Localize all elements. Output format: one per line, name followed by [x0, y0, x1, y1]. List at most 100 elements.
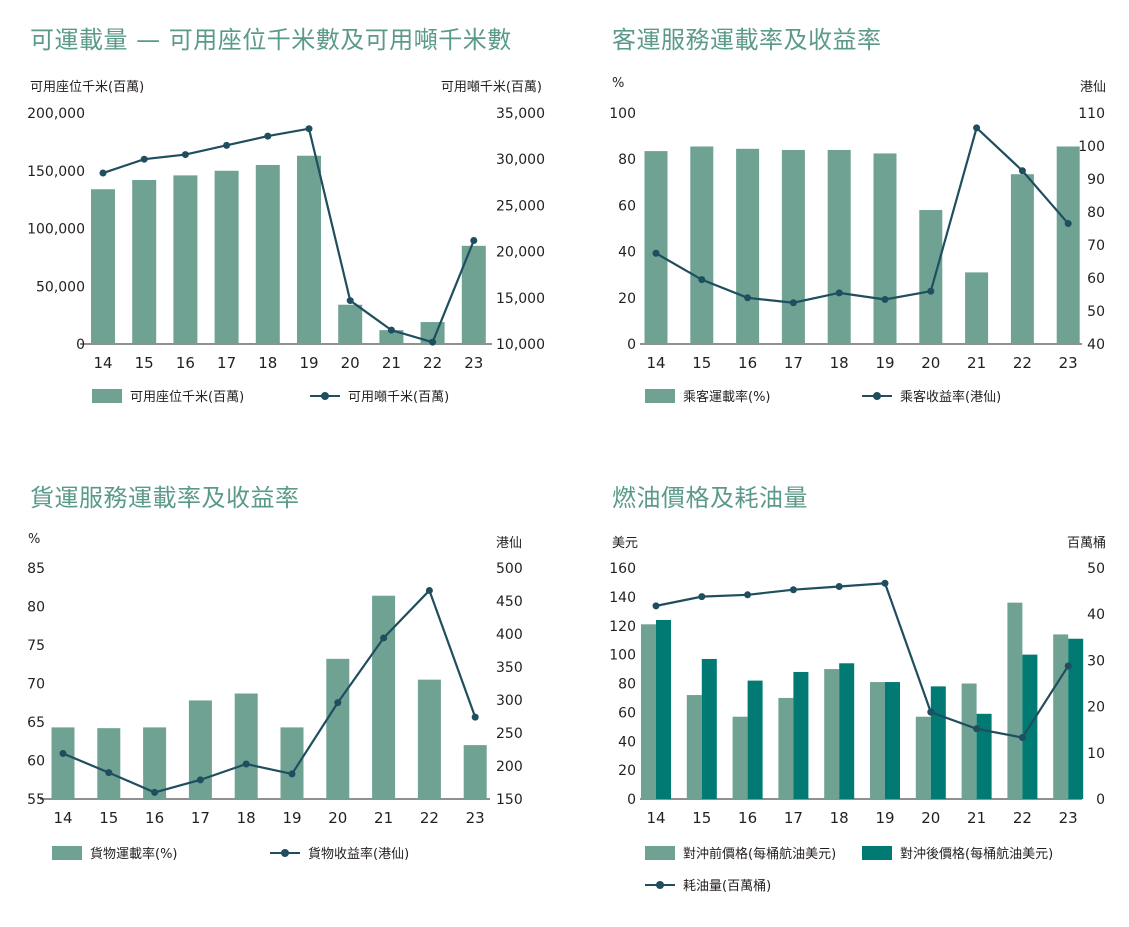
chart3-left-tick-label: 85 — [27, 561, 45, 577]
chart4-left-tick-label: 120 — [609, 619, 636, 635]
chart4-right-tick-label: 10 — [1087, 746, 1105, 762]
chart3-title: 貨運服務運載率及收益率 — [30, 484, 300, 512]
chart2-line-point — [835, 289, 843, 297]
chart2-right-tick-label: 70 — [1087, 238, 1105, 254]
chart3-left-tick-label: 60 — [27, 754, 45, 770]
chart2-right-tick-label: 100 — [1078, 139, 1105, 155]
chart2-left-tick-label: 100 — [609, 106, 636, 122]
chart1-x-tick-label: 17 — [217, 354, 236, 372]
chart2-right-tick-label: 80 — [1087, 205, 1105, 221]
chart3-bar — [417, 679, 441, 799]
chart3-x-tick-label: 14 — [53, 809, 72, 827]
chart2-x-tick-label: 15 — [692, 354, 711, 372]
legend-label: 可用座位千米(百萬) — [130, 390, 245, 405]
chart1-x-tick-label: 16 — [176, 354, 195, 372]
chart3-line — [62, 588, 477, 794]
chart4-left-tick-label: 0 — [627, 792, 636, 808]
chart4-legend-bar-posthedge: 對沖後價格(每桶航油美元) — [862, 843, 1053, 862]
chart3-line-point — [425, 586, 433, 594]
chart2-right-unit: 港仙 — [1079, 80, 1106, 95]
chart4-line-point — [652, 602, 660, 610]
chart1-left-tick-label: 50,000 — [36, 279, 85, 295]
chart1-legend-line: 可用噸千米(百萬) — [310, 386, 449, 405]
chart3-right-tick-label: 450 — [496, 594, 523, 610]
chart1-x-tick-label: 21 — [382, 354, 401, 372]
chart2-line-point — [927, 287, 935, 295]
chart2-left-tick-label: 80 — [618, 152, 636, 168]
chart3-right-tick-label: 150 — [496, 792, 523, 808]
chart3-right-unit: 港仙 — [495, 536, 522, 551]
chart2-right-tick-label: 60 — [1087, 271, 1105, 287]
chart4-x-tick-label: 17 — [784, 809, 803, 827]
chart1-line — [102, 127, 475, 344]
chart4-bar — [641, 624, 656, 799]
chart3-bar — [51, 727, 75, 799]
chart2-x-tick-label: 20 — [921, 354, 940, 372]
chart1-line-point — [223, 141, 231, 149]
chart3-legend-bar: 貨物運載率(%) — [52, 843, 178, 862]
chart3-bar — [372, 595, 396, 799]
chart4-bar — [961, 683, 977, 799]
chart3-x-tick-label: 17 — [191, 809, 210, 827]
chart1-left-tick-label: 200,000 — [27, 106, 85, 122]
chart4-x-tick-label: 14 — [646, 809, 665, 827]
chart4-x-tick-label: 22 — [1013, 809, 1032, 827]
chart4-line-point — [835, 582, 843, 590]
chart4-left-tick-label: 100 — [609, 648, 636, 664]
chart4-line-point — [927, 708, 935, 716]
chart1-x-tick-label: 22 — [423, 354, 442, 372]
chart3-line-point — [334, 699, 342, 707]
chart2-line-point — [744, 294, 752, 302]
chart2-x-tick-label: 18 — [830, 354, 849, 372]
chart3-left-tick-label: 75 — [27, 638, 45, 654]
chart4-right-unit: 百萬桶 — [1066, 536, 1106, 551]
chart2-left-unit: % — [612, 76, 625, 91]
chart3-legend-line: 貨物收益率(港仙) — [270, 843, 409, 862]
chart3-bar — [143, 727, 167, 799]
chart2-line-point — [1018, 167, 1026, 175]
chart1-right-tick-label: 25,000 — [496, 198, 545, 214]
chart4-bar — [824, 669, 840, 799]
chart4-bar — [793, 671, 809, 799]
chart4-line-point — [744, 591, 752, 599]
chart2-left-tick-label: 60 — [618, 198, 636, 214]
chart1-x-tick-label: 18 — [258, 354, 277, 372]
chart1-bar — [132, 179, 157, 344]
chart4-bar — [747, 680, 763, 799]
chart4-line — [655, 582, 1070, 739]
chart2-x-tick-label: 22 — [1013, 354, 1032, 372]
chart3-line-point — [59, 749, 67, 757]
chart1-line-point — [99, 169, 107, 177]
chart4-line-point — [789, 586, 797, 594]
legend-swatch-line — [645, 879, 675, 891]
chart2-right-tick-label: 50 — [1087, 304, 1105, 320]
chart2-bar — [919, 210, 943, 344]
chart1-right-tick-label: 35,000 — [496, 106, 545, 122]
legend-swatch-bar — [862, 845, 892, 860]
chart3-right-tick-label: 500 — [496, 561, 523, 577]
chart1-title: 可運載量 — 可用座位千米數及可用噸千米數 — [30, 26, 512, 54]
chart2-line-point — [698, 276, 706, 284]
chart3-right-tick-label: 250 — [496, 726, 523, 742]
chart4-bar — [870, 682, 885, 799]
chart1-bar — [255, 164, 280, 344]
chart2-bar — [736, 148, 760, 344]
chart3-line-point — [288, 770, 296, 778]
chart3-x-tick-label: 18 — [237, 809, 256, 827]
chart2-bar — [827, 149, 851, 344]
chart3-bar — [234, 693, 258, 799]
chart2-line-point — [1064, 220, 1072, 228]
chart2-bar — [1056, 146, 1080, 344]
chart3-x-tick-label: 21 — [374, 809, 393, 827]
chart4-x-tick-label: 18 — [830, 809, 849, 827]
chart4-right-tick-label: 40 — [1087, 607, 1105, 623]
chart4-left-tick-label: 160 — [609, 561, 636, 577]
chart3-left-tick-label: 55 — [27, 792, 45, 808]
chart1-right-tick-label: 10,000 — [496, 337, 545, 353]
chart2-bar — [873, 153, 897, 344]
chart1-line-point — [429, 338, 437, 346]
chart2-line-point — [789, 299, 797, 307]
chart1-bar — [297, 155, 321, 344]
chart4-right-tick-label: 30 — [1087, 653, 1105, 669]
chart3-bar — [280, 727, 304, 799]
